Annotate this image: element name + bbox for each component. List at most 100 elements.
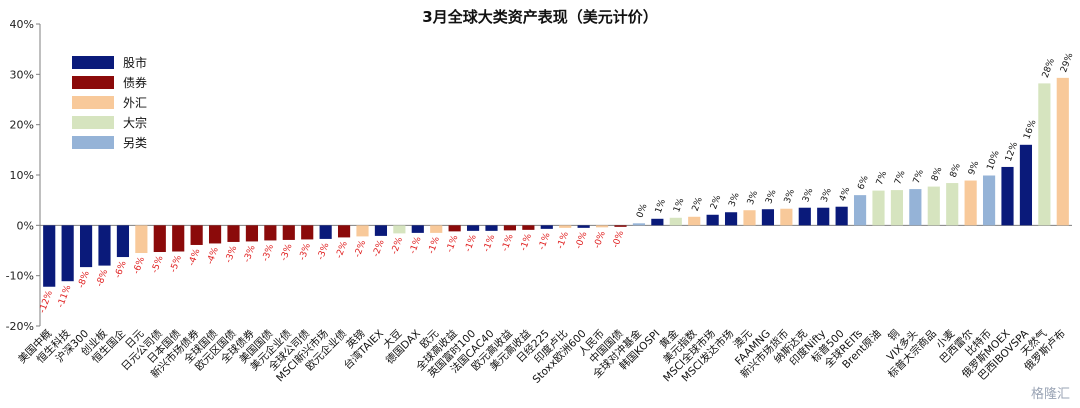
bar <box>577 225 590 228</box>
bar-value-label: 3% <box>764 188 778 205</box>
bar <box>761 209 775 226</box>
bar-value-label: 6% <box>856 174 870 191</box>
bar-value-label: 9% <box>967 159 981 176</box>
bar-value-label: -0% <box>574 230 590 250</box>
bar-value-label: -1% <box>427 235 443 255</box>
bar <box>61 225 74 282</box>
bar-value-label: 1% <box>654 198 668 215</box>
bar-value-label: 7% <box>893 169 907 186</box>
bar-value-label: -2% <box>371 238 387 258</box>
bar-value-label: 12% <box>1004 140 1020 163</box>
bar <box>559 225 572 228</box>
bar <box>374 225 388 236</box>
bar-value-label: -1% <box>408 235 424 255</box>
watermark-text: 格隆汇 <box>1030 387 1070 402</box>
bar-value-label: -8% <box>76 269 92 289</box>
y-tick-label: -20% <box>6 320 34 333</box>
bar-value-label: 3% <box>746 189 760 206</box>
y-tick-label: 20% <box>10 119 34 132</box>
bar-value-label: -1% <box>519 232 535 252</box>
bar <box>208 225 222 244</box>
y-tick-label: -10% <box>6 270 34 283</box>
bar-value-label: -4% <box>205 246 221 266</box>
bar <box>411 225 424 233</box>
bar-value-label: 10% <box>985 149 1001 172</box>
bar-value-label: 8% <box>949 162 963 179</box>
bar <box>927 186 940 226</box>
bar-value-label: 3% <box>783 187 797 204</box>
legend-swatch <box>72 96 114 109</box>
bar <box>503 225 517 231</box>
bar <box>337 225 351 238</box>
bar-value-label: -2% <box>334 240 350 260</box>
bar-value-label: -1% <box>537 231 553 251</box>
bar <box>79 225 93 268</box>
bar <box>724 212 738 226</box>
y-tick-label: 0% <box>17 219 34 232</box>
bar <box>466 225 480 231</box>
bar <box>540 225 553 229</box>
bar-value-label: -1% <box>500 233 516 253</box>
bar <box>448 225 461 232</box>
bar-value-label: -2% <box>353 239 369 259</box>
y-tick-label: 40% <box>10 18 34 31</box>
bar-value-label: -0% <box>611 229 627 249</box>
bar <box>946 183 959 226</box>
bar-value-label: -8% <box>95 268 111 288</box>
bar <box>135 225 148 254</box>
bar <box>890 190 904 226</box>
bar-value-label: -11% <box>56 283 74 309</box>
bar <box>172 225 185 252</box>
bar <box>706 214 719 226</box>
bar-value-label: -5% <box>150 254 166 274</box>
bar <box>1038 83 1051 226</box>
bar <box>116 225 130 258</box>
bar-value-label: -1% <box>445 234 461 254</box>
bar <box>872 190 885 226</box>
bar <box>780 208 793 226</box>
legend-label: 债券 <box>123 75 147 90</box>
bar <box>356 225 369 237</box>
bar <box>651 218 664 226</box>
legend-swatch <box>72 56 114 69</box>
bar-value-label: -1% <box>482 233 498 253</box>
bar-value-label: 28% <box>1041 57 1057 80</box>
bar-value-label: -1% <box>463 233 479 253</box>
bar <box>743 210 756 226</box>
bar <box>245 225 259 242</box>
bar-value-label: 0% <box>635 202 649 219</box>
bar-value-label: 3% <box>820 186 834 203</box>
chart-title: 3月全球大类资产表现（美元计价） <box>422 8 658 26</box>
bar <box>227 225 240 242</box>
bar <box>430 225 443 233</box>
bar-value-label: 8% <box>930 165 944 182</box>
bar-value-label: 3% <box>727 191 741 208</box>
legend-swatch <box>72 76 114 89</box>
bar-value-label: -3% <box>261 243 277 263</box>
bar <box>688 216 701 226</box>
bar-value-label: -5% <box>169 254 185 274</box>
bar <box>853 195 867 226</box>
bar <box>1056 77 1069 226</box>
bar <box>982 175 996 226</box>
bar-value-label: 3% <box>801 186 815 203</box>
bar <box>301 225 314 240</box>
bar <box>282 225 295 240</box>
bar-value-label: -3% <box>279 242 295 262</box>
bar-value-label: 29% <box>1059 51 1075 74</box>
bar-value-label: -3% <box>316 241 332 261</box>
y-tick-label: 10% <box>10 169 34 182</box>
bar <box>43 225 56 287</box>
bar <box>798 207 811 226</box>
bar <box>393 225 406 234</box>
bar <box>909 189 922 226</box>
bar-value-label: 2% <box>691 196 705 213</box>
bar-value-label: 1% <box>672 197 686 214</box>
legend-swatch <box>72 136 114 149</box>
bar <box>964 180 977 226</box>
bar-value-label: -4% <box>187 247 203 267</box>
bar <box>485 225 498 231</box>
bar-value-label: -3% <box>242 244 258 264</box>
bar-value-label: 7% <box>875 169 889 186</box>
